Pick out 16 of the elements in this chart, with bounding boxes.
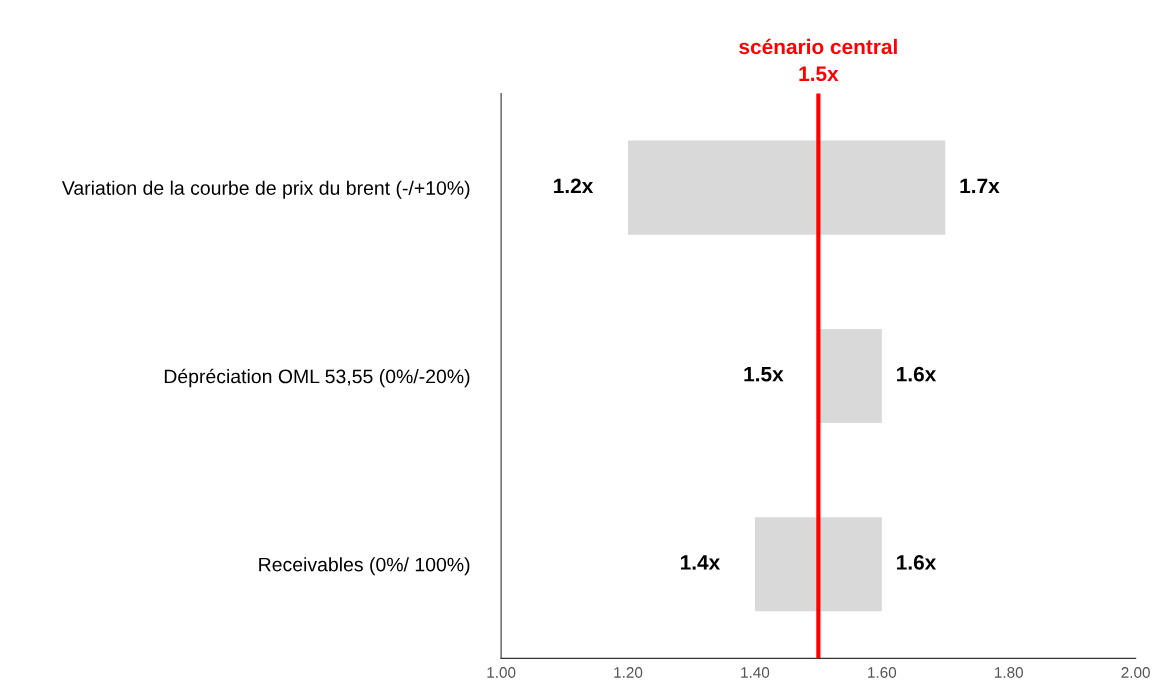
x-tick-label: 2.00 xyxy=(1121,667,1150,678)
y-tick-label: Dépréciation OML 53,55 (0%/-20%) xyxy=(164,368,470,388)
annotation: 1.7x xyxy=(960,178,1000,194)
x-tick-label: 1.60 xyxy=(868,667,897,678)
annotation: 1.5x xyxy=(744,367,784,382)
annotation: 1.2x xyxy=(554,178,594,194)
x-tick-label: 1.40 xyxy=(741,667,770,678)
x-tick-label: 1.80 xyxy=(995,667,1024,678)
annotation: 1.4x xyxy=(680,555,721,570)
annotation: 1.6x xyxy=(897,555,937,570)
annotation: 1.6x xyxy=(897,366,937,382)
ref-line-label: scénario central 1.5x xyxy=(739,38,897,82)
y-tick-label: Variation de la courbe de prix du brent (-/+10%) xyxy=(61,180,470,199)
x-tick-label: 1.20 xyxy=(614,667,643,678)
x-tick-label: 1.00 xyxy=(487,667,516,678)
y-tick-label: Receivables (0%/ 100%) xyxy=(259,557,470,576)
